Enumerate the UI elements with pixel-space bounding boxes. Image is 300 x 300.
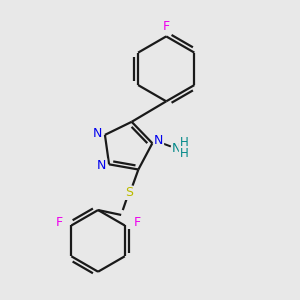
Text: H: H (179, 136, 188, 149)
Text: F: F (134, 216, 141, 230)
Text: F: F (163, 20, 170, 33)
Text: H: H (179, 147, 188, 161)
Text: N: N (172, 142, 182, 154)
Text: N: N (93, 127, 103, 140)
Text: F: F (56, 216, 63, 230)
Text: N: N (154, 134, 164, 147)
Text: N: N (97, 159, 106, 172)
Text: S: S (125, 186, 133, 200)
